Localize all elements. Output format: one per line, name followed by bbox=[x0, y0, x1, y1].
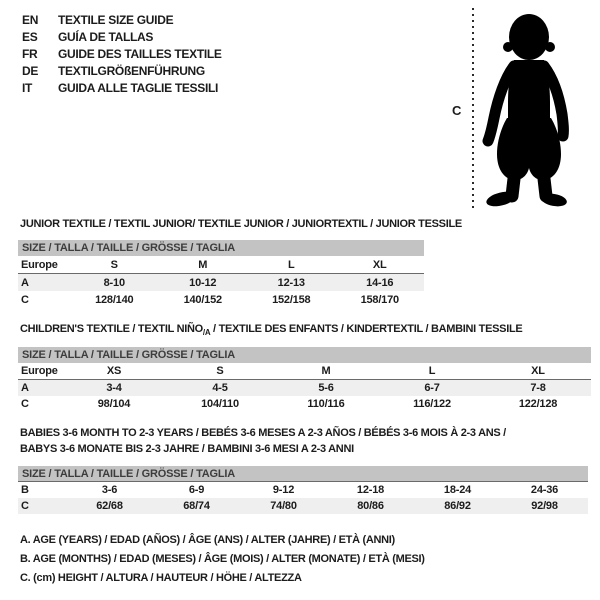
table-cell: C bbox=[21, 398, 29, 410]
language-code: ES bbox=[22, 29, 38, 44]
table-cell: 6-7 bbox=[424, 382, 440, 394]
section-title-babies: BABIES 3-6 MONTH TO 2-3 YEARS / BEBÉS 3-… bbox=[20, 425, 506, 457]
language-row-en: EN TEXTILE SIZE GUIDE bbox=[22, 11, 222, 28]
size-table-junior: SIZE / TALLA / TAILLE / GRÖSSE / TAGLIA … bbox=[18, 240, 424, 308]
table-row-height-cm: C 128/140 140/152 152/158 158/170 bbox=[18, 291, 424, 308]
language-row-de: DE TEXTILGRÖßENFÜHRUNG bbox=[22, 62, 222, 79]
height-measure-dotted-line bbox=[472, 8, 474, 208]
table-cell: 128/140 bbox=[95, 293, 134, 306]
language-code: FR bbox=[22, 46, 38, 61]
table-cell: 62/68 bbox=[96, 500, 123, 512]
table-cell: 18-24 bbox=[443, 484, 472, 496]
toddler-silhouette-icon bbox=[482, 14, 569, 207]
table-row-age-years: A 8-10 10-12 12-13 14-16 bbox=[18, 274, 424, 291]
table-cell: A bbox=[21, 276, 29, 289]
footnote-c-height-cm: C. (cm) HEIGHT / ALTURA / HAUTEUR / HÖHE… bbox=[20, 572, 302, 584]
table-cell: 98/104 bbox=[97, 398, 131, 410]
table-cell: 110/116 bbox=[307, 398, 345, 410]
table-header-bar: SIZE / TALLA / TAILLE / GRÖSSE / TAGLIA bbox=[18, 347, 591, 363]
table-cell: 152/158 bbox=[272, 293, 311, 306]
table-row-sizes: Europe XS S M L XL bbox=[18, 363, 591, 380]
table-cell: 140/152 bbox=[183, 293, 223, 306]
table-cell: 12-13 bbox=[277, 276, 305, 289]
table-cell: Europe bbox=[21, 365, 58, 377]
section-title-children-post: / TEXTILE DES ENFANTS / KINDERTEXTIL / B… bbox=[210, 323, 523, 335]
table-row-sizes: Europe S M L XL bbox=[18, 256, 424, 274]
language-code: DE bbox=[22, 63, 39, 78]
language-row-it: IT GUIDA ALLE TAGLIE TESSILI bbox=[22, 79, 222, 96]
table-cell: XL bbox=[372, 258, 387, 271]
table-cell: 3-6 bbox=[101, 484, 118, 496]
section-title-babies-line2: BABYS 3-6 MONATE BIS 2-3 JAHRE / BAMBINI… bbox=[20, 443, 354, 455]
table-cell: XS bbox=[106, 365, 122, 377]
table-cell: 3-4 bbox=[106, 382, 122, 394]
footnote-legend: A. AGE (YEARS) / EDAD (AÑOS) / ÂGE (ANS)… bbox=[20, 534, 425, 591]
table-cell: 4-5 bbox=[212, 382, 228, 394]
table-cell: 116/122 bbox=[413, 398, 451, 410]
table-cell: 7-8 bbox=[530, 382, 546, 394]
section-title-junior: JUNIOR TEXTILE / TEXTIL JUNIOR/ TEXTILE … bbox=[20, 218, 462, 230]
table-row-age-years: A 3-4 4-5 5-6 6-7 7-8 bbox=[18, 380, 591, 396]
table-cell: S bbox=[216, 365, 224, 377]
table-cell: M bbox=[198, 258, 208, 271]
table-cell: B bbox=[21, 484, 29, 496]
table-row-age-months: B 3-6 6-9 9-12 12-18 18-24 24-36 bbox=[18, 482, 588, 498]
table-cell: C bbox=[21, 293, 29, 306]
table-cell: L bbox=[428, 365, 436, 377]
table-cell: 12-18 bbox=[356, 484, 385, 496]
table-cell: 92/98 bbox=[531, 500, 558, 512]
table-cell: M bbox=[321, 365, 331, 377]
table-cell: 86/92 bbox=[444, 500, 471, 512]
table-row-height-cm: C 98/104 104/110 110/116 116/122 122/128 bbox=[18, 396, 591, 412]
language-row-es: ES GUÍA DE TALLAS bbox=[22, 28, 222, 45]
table-cell: 9-12 bbox=[272, 484, 295, 496]
guide-title-de: TEXTILGRÖßENFÜHRUNG bbox=[58, 63, 205, 78]
table-cell: 158/170 bbox=[360, 293, 400, 306]
size-table-children: SIZE / TALLA / TAILLE / GRÖSSE / TAGLIA … bbox=[18, 347, 591, 412]
section-title-children-sub: /A bbox=[202, 328, 211, 338]
guide-title-en: TEXTILE SIZE GUIDE bbox=[58, 12, 174, 27]
table-cell: L bbox=[287, 258, 295, 271]
language-title-list: EN TEXTILE SIZE GUIDE ES GUÍA DE TALLAS … bbox=[22, 11, 222, 96]
table-cell: XL bbox=[531, 365, 545, 377]
height-measure-label: C bbox=[452, 103, 462, 118]
table-cell: A bbox=[21, 382, 29, 394]
table-cell: 6-9 bbox=[188, 484, 205, 496]
section-title-children: CHILDREN'S TEXTILE / TEXTIL NIÑO/A / TEX… bbox=[20, 321, 523, 341]
table-cell: 14-16 bbox=[366, 276, 394, 289]
size-table-babies: SIZE / TALLA / TAILLE / GRÖSSE / TAGLIA … bbox=[18, 466, 588, 514]
table-header-bar: SIZE / TALLA / TAILLE / GRÖSSE / TAGLIA bbox=[18, 466, 588, 482]
guide-title-it: GUIDA ALLE TAGLIE TESSILI bbox=[58, 80, 219, 95]
section-title-babies-line1: BABIES 3-6 MONTH TO 2-3 YEARS / BEBÉS 3-… bbox=[20, 427, 506, 439]
table-cell: 24-36 bbox=[530, 484, 559, 496]
table-cell: 80/86 bbox=[357, 500, 384, 512]
footnote-a-age-years: A. AGE (YEARS) / EDAD (AÑOS) / ÂGE (ANS)… bbox=[20, 534, 395, 546]
table-cell: 5-6 bbox=[318, 382, 334, 394]
table-cell: 104/110 bbox=[201, 398, 239, 410]
table-cell: 68/74 bbox=[183, 500, 210, 512]
footnote-b-age-months: B. AGE (MONTHS) / EDAD (MESES) / ÂGE (MO… bbox=[20, 553, 425, 565]
guide-title-fr: GUIDE DES TAILLES TEXTILE bbox=[58, 46, 222, 61]
language-code: IT bbox=[22, 80, 33, 95]
table-cell: 10-12 bbox=[189, 276, 217, 289]
guide-title-es: GUÍA DE TALLAS bbox=[58, 29, 154, 44]
table-cell: Europe bbox=[21, 258, 58, 271]
table-row-height-cm: C 62/68 68/74 74/80 80/86 86/92 92/98 bbox=[18, 498, 588, 514]
table-cell: 122/128 bbox=[518, 398, 558, 410]
section-title-children-pre: CHILDREN'S TEXTILE / TEXTIL NIÑO bbox=[20, 323, 203, 335]
language-row-fr: FR GUIDE DES TAILLES TEXTILE bbox=[22, 45, 222, 62]
table-cell: 8-10 bbox=[103, 276, 125, 289]
language-code: EN bbox=[22, 12, 39, 27]
table-header-bar: SIZE / TALLA / TAILLE / GRÖSSE / TAGLIA bbox=[18, 240, 424, 256]
table-cell: 74/80 bbox=[270, 500, 297, 512]
table-cell: S bbox=[110, 258, 118, 271]
table-cell: C bbox=[21, 500, 29, 512]
